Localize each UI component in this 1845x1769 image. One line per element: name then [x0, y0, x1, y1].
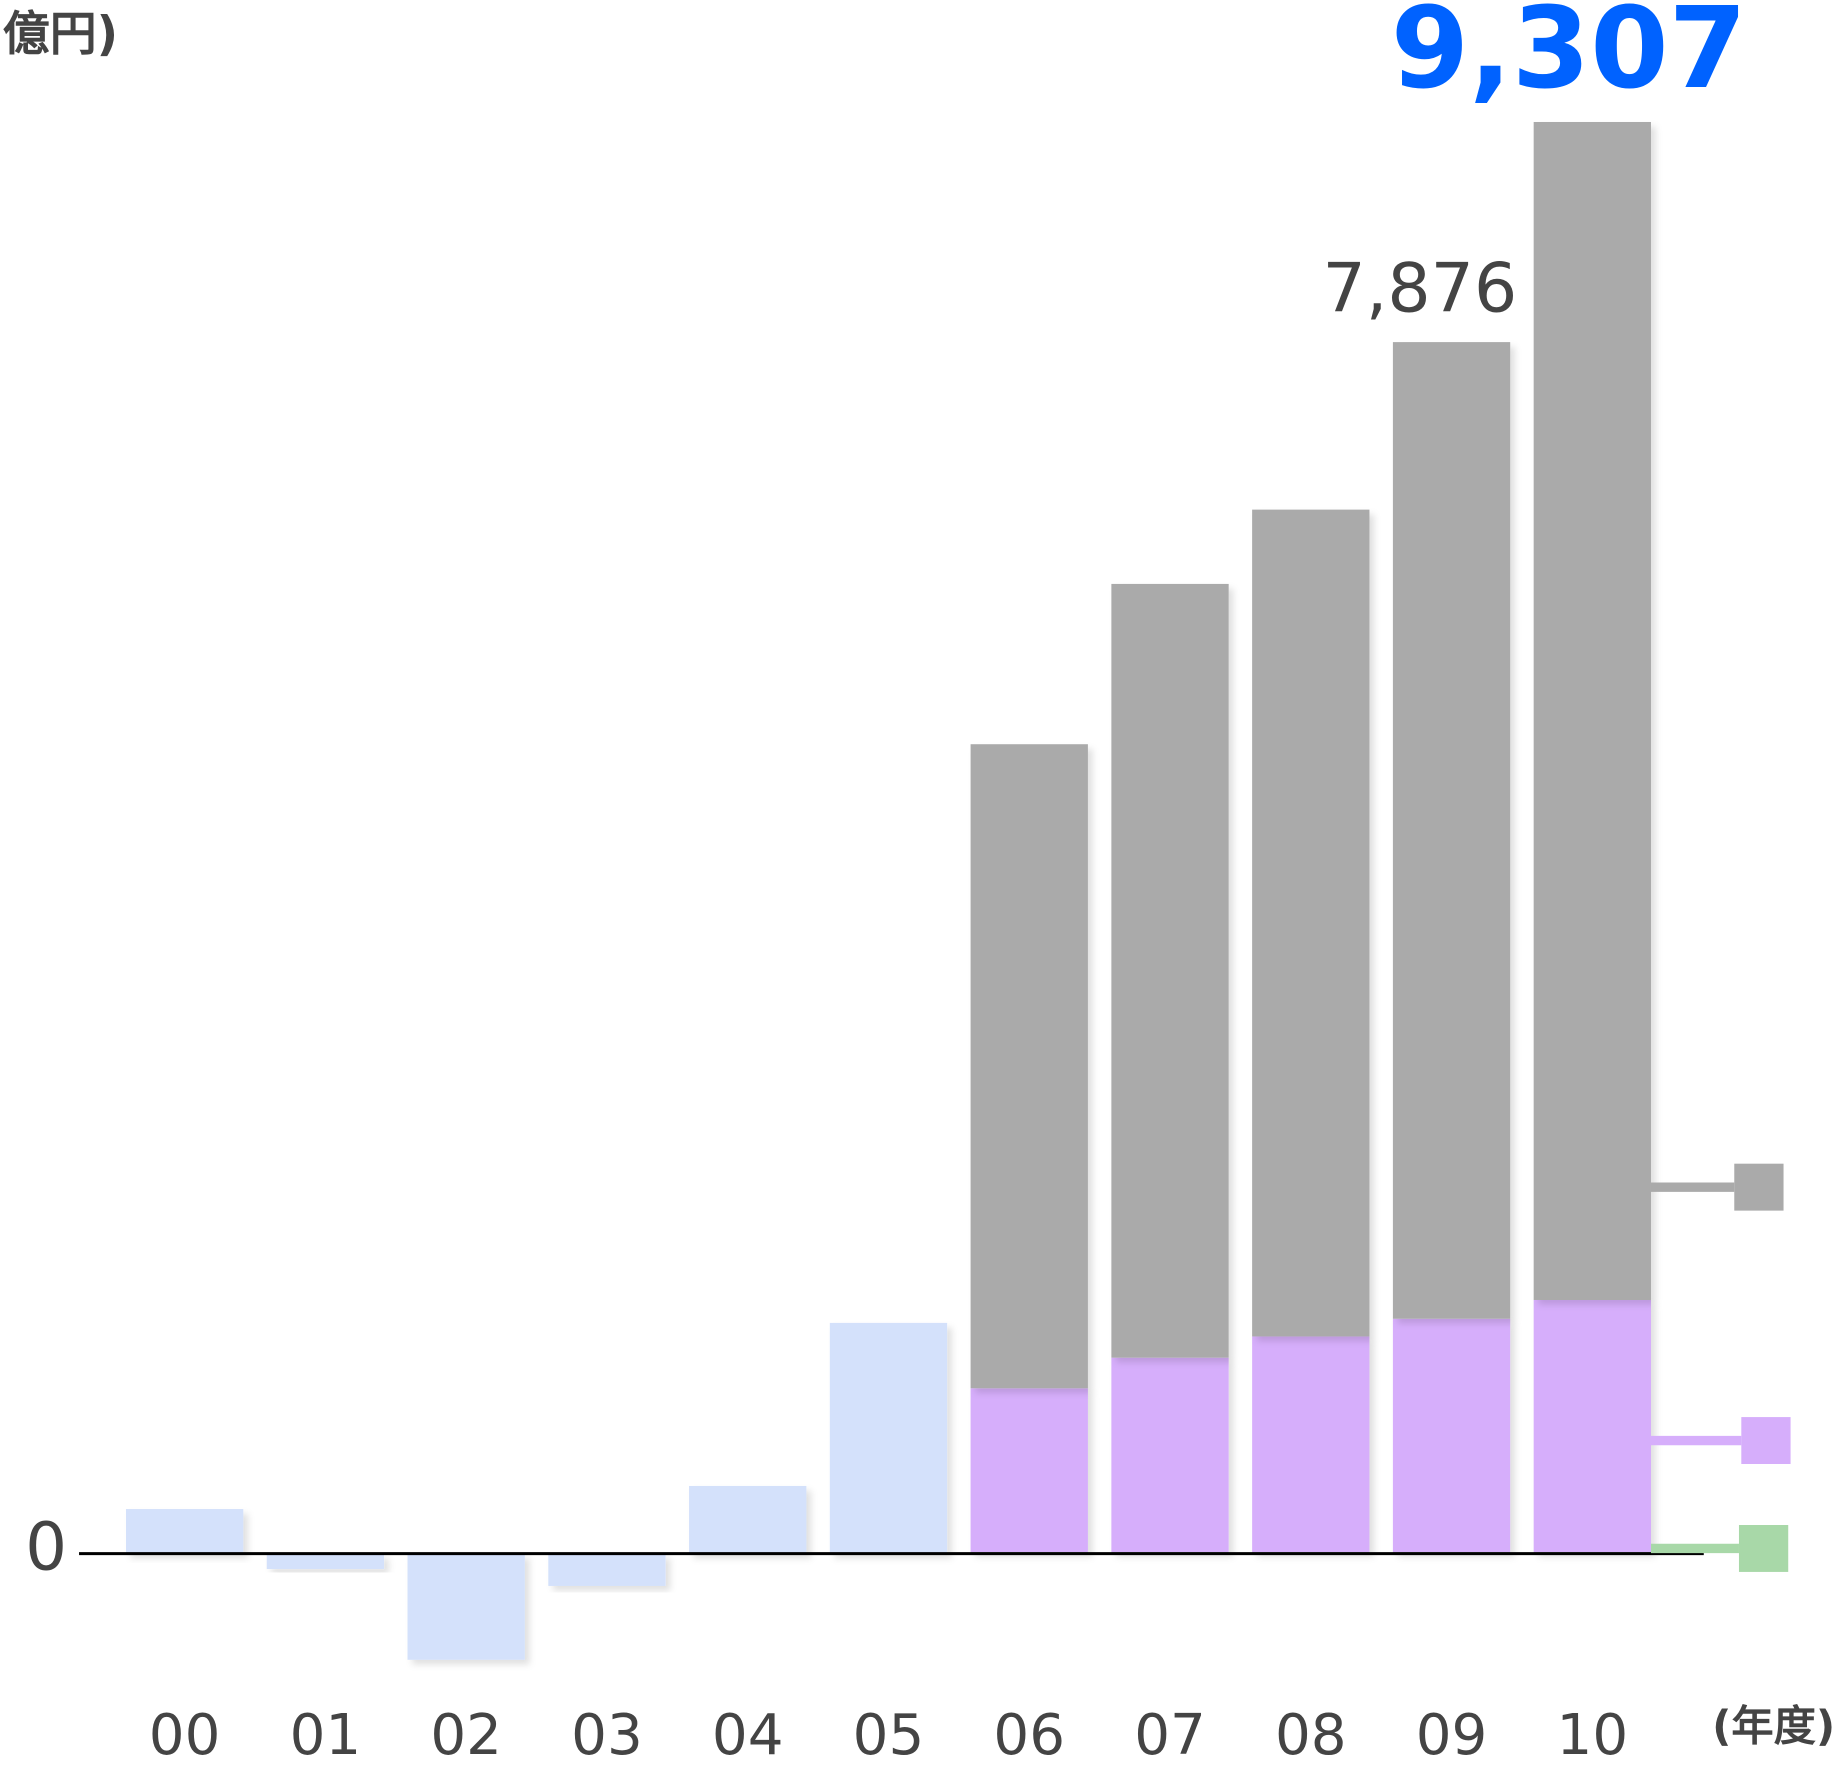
x-tick-label: 03 — [571, 1703, 643, 1768]
y-tick-label: 0 — [25, 1509, 67, 1585]
x-tick-label: 06 — [993, 1703, 1065, 1768]
legend-swatch — [1741, 1417, 1791, 1464]
legend-swatch — [1734, 1163, 1784, 1211]
bar-segment — [125, 1509, 244, 1554]
x-tick-label: 02 — [430, 1703, 502, 1768]
bar-segment — [1533, 1299, 1651, 1553]
bar-segment — [548, 1553, 666, 1586]
total-label: 7,876 — [1323, 249, 1518, 328]
x-tick-label: 08 — [1275, 1703, 1347, 1768]
x-tick-label: 10 — [1557, 1703, 1629, 1768]
bar-segment — [689, 1485, 807, 1554]
bar-segment — [1392, 1318, 1511, 1553]
bar-segment — [1392, 342, 1511, 1319]
total-label: 9,307 — [1391, 0, 1747, 114]
x-tick-label: 09 — [1416, 1703, 1488, 1768]
bar-segment — [1252, 1336, 1370, 1553]
bar-segment — [829, 1322, 948, 1554]
bar-segment — [407, 1553, 525, 1660]
legend-swatch — [1738, 1525, 1789, 1572]
unit-label: 億円) — [3, 7, 118, 62]
x-tick-label: 04 — [712, 1703, 784, 1768]
x-tick-label: 01 — [290, 1703, 362, 1768]
x-tick-label: 00 — [149, 1703, 221, 1768]
bar-segment — [970, 744, 1088, 1389]
bar-segment — [970, 1388, 1088, 1553]
bar-segment — [1111, 1357, 1229, 1553]
x-axis-label: (年度) — [1712, 1702, 1835, 1751]
bar-segment — [266, 1553, 385, 1570]
bar-segment — [1252, 509, 1370, 1337]
bar-segment — [1533, 121, 1651, 1300]
x-tick-label: 07 — [1134, 1703, 1206, 1768]
x-tick-label: 05 — [853, 1703, 925, 1768]
bar-segment — [1111, 583, 1229, 1358]
